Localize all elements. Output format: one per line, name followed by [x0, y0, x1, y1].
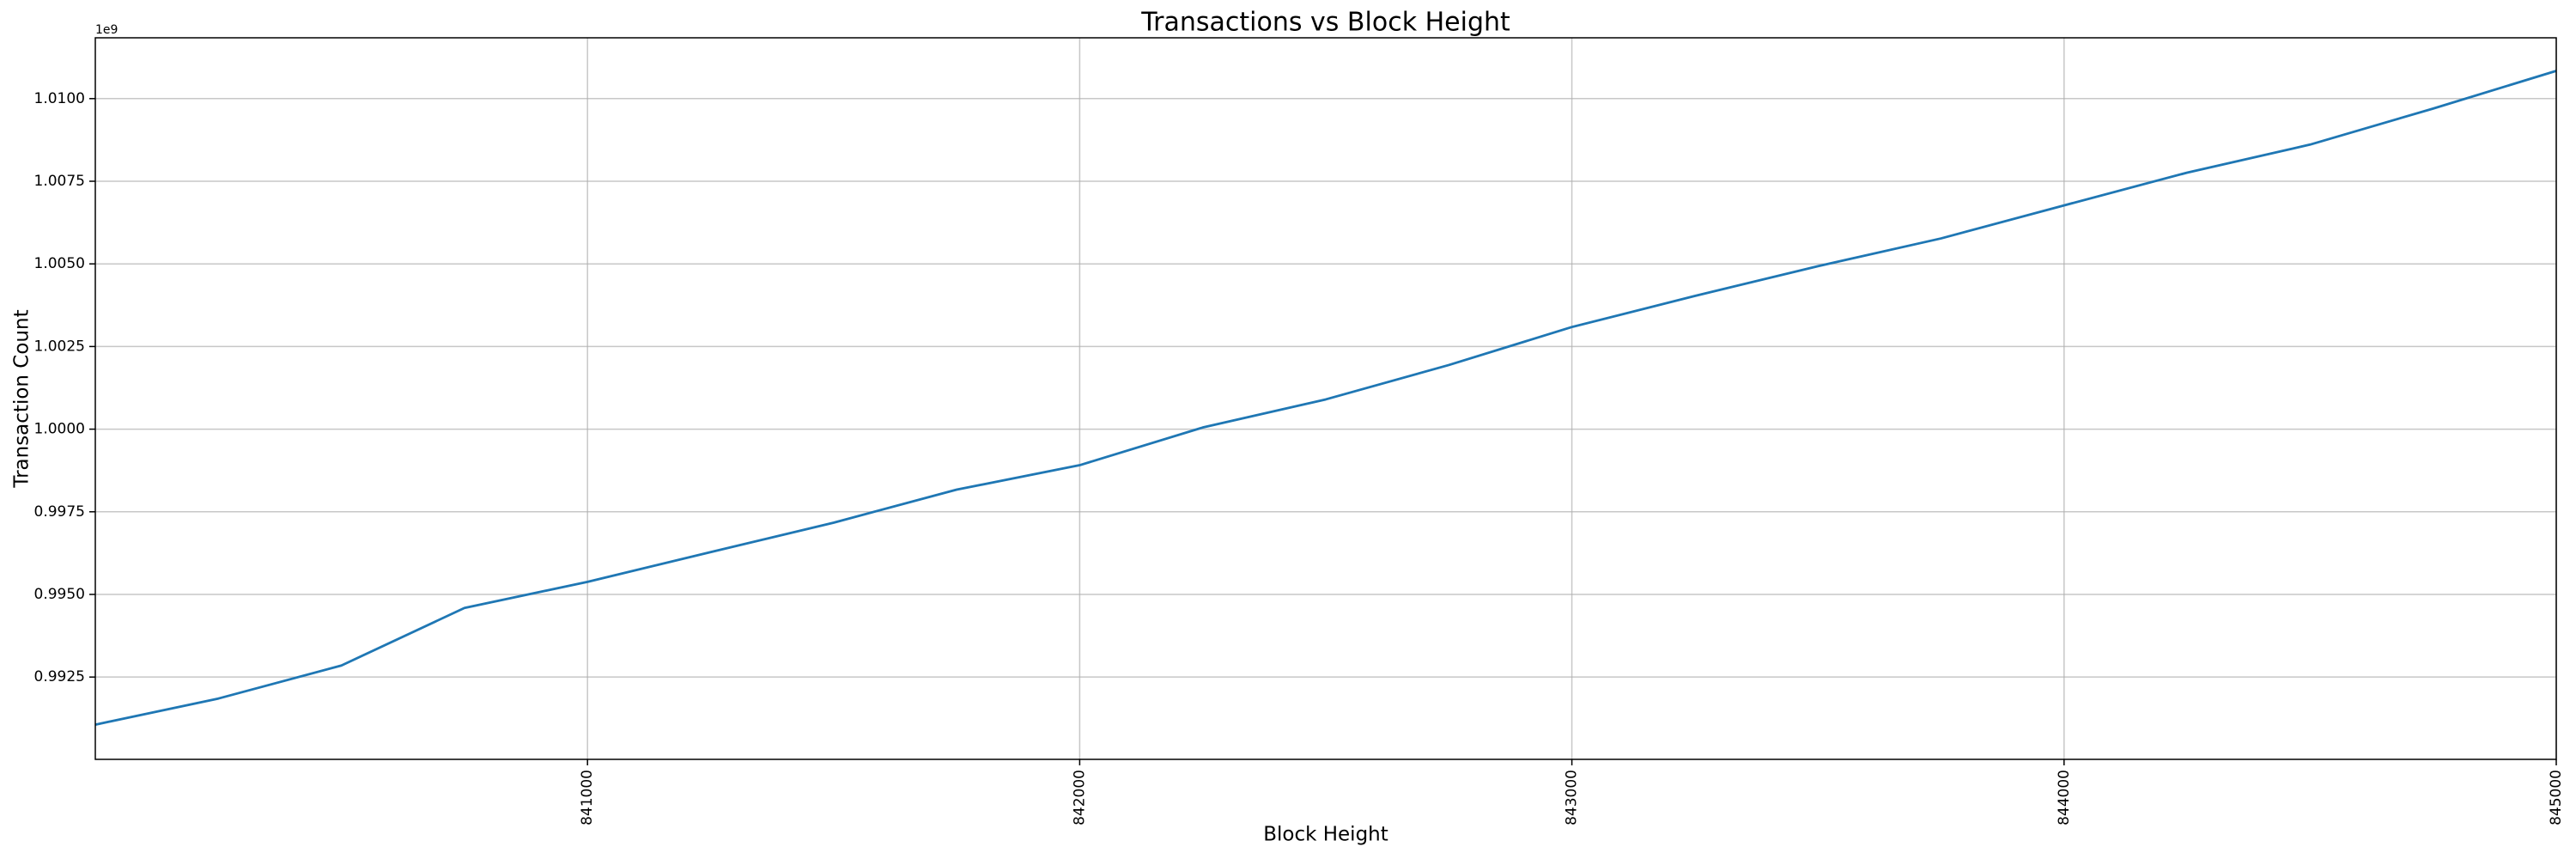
data-line	[94, 70, 2557, 726]
y-tick-label: 1.0075	[34, 173, 85, 190]
x-tick-label: 843000	[1564, 770, 1581, 825]
y-tick-label: 0.9975	[34, 503, 85, 521]
y-offset-label: 1e9	[95, 23, 118, 37]
y-axis-label: Transaction Count	[11, 309, 33, 488]
x-tick-label: 841000	[579, 770, 596, 825]
y-tick-label: 0.9925	[34, 668, 85, 685]
x-tick-label: 845000	[2548, 770, 2565, 825]
y-tick-label: 1.0050	[34, 255, 85, 272]
plot-frame	[94, 37, 2557, 760]
y-tick-label: 1.0000	[34, 421, 85, 438]
y-tick-label: 1.0100	[34, 90, 85, 107]
chart-title: Transactions vs Block Height	[1140, 8, 1510, 38]
y-tick-label: 1.0025	[34, 338, 85, 355]
x-tick-label: 842000	[1071, 770, 1088, 825]
x-axis-label: Block Height	[1263, 824, 1388, 846]
y-tick-label: 0.9950	[34, 586, 85, 603]
x-tick-label: 844000	[2056, 770, 2073, 825]
